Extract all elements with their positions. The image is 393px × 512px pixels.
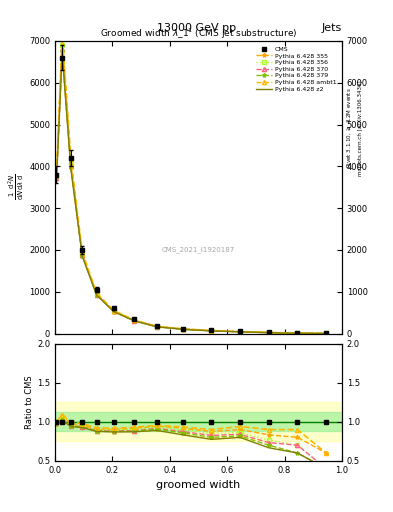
X-axis label: groomed width: groomed width <box>156 480 241 490</box>
Text: mcplots.cern.ch [arXiv:1306.3436]: mcplots.cern.ch [arXiv:1306.3436] <box>358 80 363 176</box>
Y-axis label: $\frac{1}{\mathrm{d}N}\frac{\mathrm{d}^2N}{\mathrm{d}\lambda\,\mathrm{d}}$: $\frac{1}{\mathrm{d}N}\frac{\mathrm{d}^2… <box>7 174 26 201</box>
Text: Rivet 3.1.10, $\geq$ 3.2M events: Rivet 3.1.10, $\geq$ 3.2M events <box>346 88 353 168</box>
Text: 13000 GeV pp: 13000 GeV pp <box>157 23 236 33</box>
Text: CMS_2021_I1920187: CMS_2021_I1920187 <box>162 247 235 253</box>
Bar <box>55 413 342 431</box>
Legend: CMS, Pythia 6.428 355, Pythia 6.428 356, Pythia 6.428 370, Pythia 6.428 379, Pyt: CMS, Pythia 6.428 355, Pythia 6.428 356,… <box>253 44 339 94</box>
Bar <box>55 402 342 441</box>
Title: Groomed width $\lambda\_1^1$ (CMS jet substructure): Groomed width $\lambda\_1^1$ (CMS jet su… <box>100 27 297 41</box>
Text: Jets: Jets <box>321 23 342 33</box>
Y-axis label: Ratio to CMS: Ratio to CMS <box>25 375 34 429</box>
